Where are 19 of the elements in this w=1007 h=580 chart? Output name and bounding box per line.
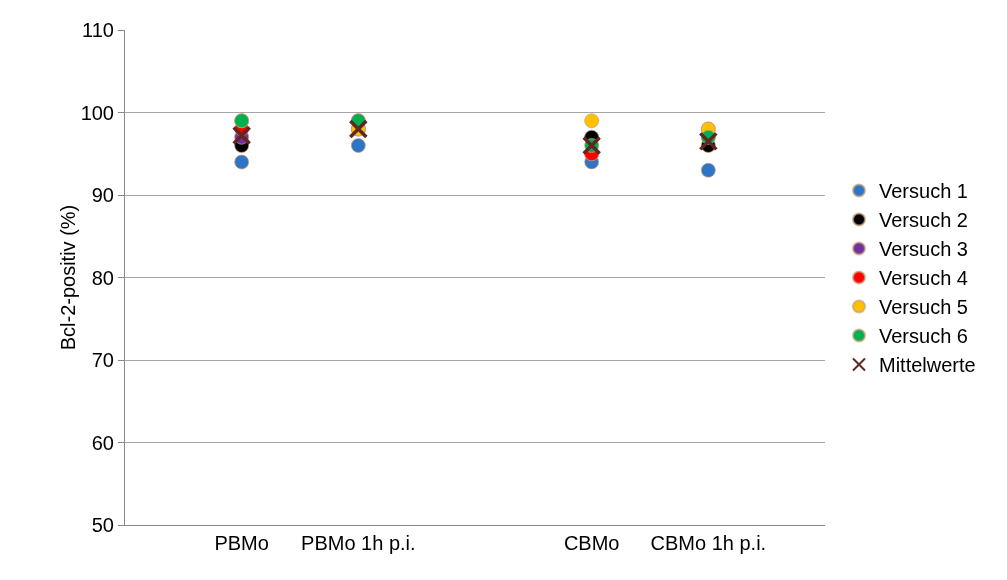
legend-label: Versuch 2 <box>879 209 968 232</box>
legend-label: Versuch 1 <box>879 180 968 203</box>
y-tick-label: 100 <box>80 101 114 124</box>
x-tick-label: PBMo 1h p.i. <box>301 532 416 554</box>
legend-label: Versuch 6 <box>879 325 968 348</box>
legend-label: Versuch 5 <box>879 296 968 319</box>
y-tick-label: 110 <box>82 19 114 41</box>
y-axis-title: Bcl-2-positiv (%) <box>57 204 79 351</box>
x-tick-label: CBMo <box>563 532 620 554</box>
y-tick-label: 80 <box>91 266 114 289</box>
y-tick-label: 70 <box>91 349 114 371</box>
y-tick-label: 50 <box>91 514 114 536</box>
legend-label: Versuch 4 <box>879 267 968 290</box>
legend-label: Versuch 3 <box>879 238 968 261</box>
x-tick-label: CBMo 1h p.i. <box>650 532 767 554</box>
legend-label: Mittelwerte <box>879 354 976 377</box>
x-tick-label: PBMo <box>214 532 269 554</box>
y-tick-label: 90 <box>91 184 114 206</box>
y-tick-label: 60 <box>91 431 114 454</box>
